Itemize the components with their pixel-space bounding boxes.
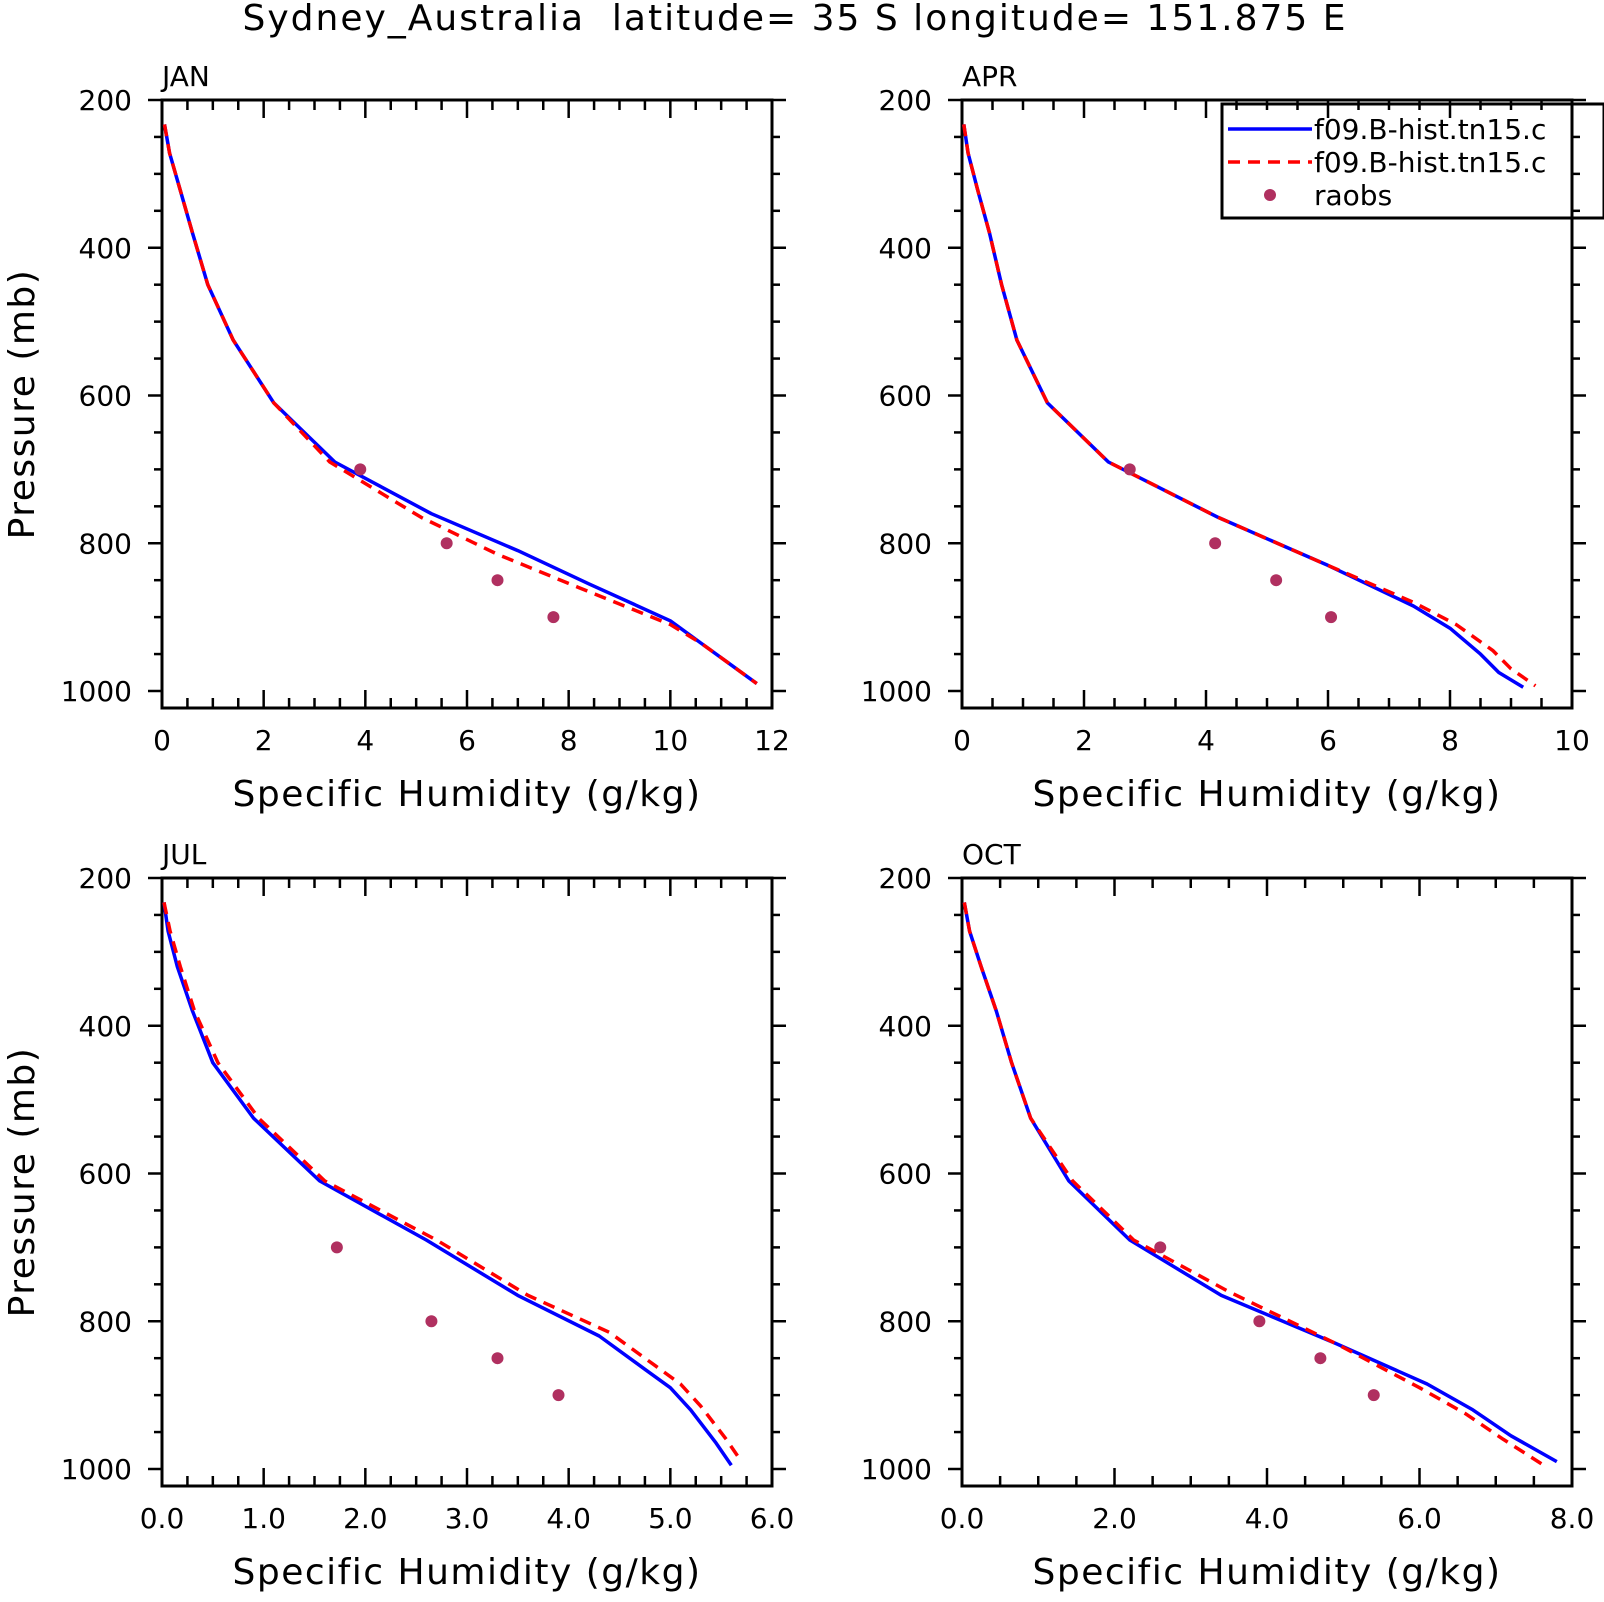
raobs-point xyxy=(1209,537,1222,550)
y-axis-label: Pressure (mb) xyxy=(2,269,43,540)
y-tick-label: 1000 xyxy=(61,1453,132,1486)
x-tick-label: 0.0 xyxy=(140,1502,185,1535)
raobs-point xyxy=(354,463,367,476)
panel-oct: OCT 0.0 2.0 4.0 6.0 8.0 200 400 600 800 1000 Specif… xyxy=(861,838,1595,1593)
raobs-point xyxy=(491,574,504,587)
panel-title: JUL xyxy=(160,838,207,871)
x-tick-label: 12 xyxy=(754,724,790,757)
y-tick-label: 600 xyxy=(79,1158,132,1191)
panel-title: APR xyxy=(962,60,1018,93)
panel-apr: APR 0 2 4 6 8 10 200 400 600 800 1000 Specific Humid… xyxy=(861,60,1590,815)
y-tick-label: 200 xyxy=(79,862,132,895)
x-tick-label: 0 xyxy=(153,724,171,757)
legend-label-model-2: f09.B-hist.tn15.c xyxy=(1314,146,1546,179)
x-tick-label: 10 xyxy=(653,724,689,757)
raobs-point xyxy=(330,1241,343,1254)
x-tick-label: 8 xyxy=(1441,724,1459,757)
panel-jul: JUL 0.0 1.0 2.0 3.0 4.0 5.0 6.0 200 400 600 800 1000… xyxy=(2,838,794,1593)
raobs-point xyxy=(1314,1352,1327,1365)
x-tick-label: 4.0 xyxy=(546,1502,591,1535)
legend-label-model-1: f09.B-hist.tn15.c xyxy=(1314,113,1546,146)
y-axis-label: Pressure (mb) xyxy=(2,1047,43,1318)
raobs-point xyxy=(1154,1241,1167,1254)
raobs-point xyxy=(1367,1389,1380,1402)
x-tick-label: 2.0 xyxy=(1092,1502,1137,1535)
x-tick-label: 1.0 xyxy=(241,1502,286,1535)
y-tick-label: 400 xyxy=(79,1010,132,1043)
x-tick-label: 10 xyxy=(1554,724,1590,757)
y-tick-label: 800 xyxy=(79,527,132,560)
x-tick-label: 2.0 xyxy=(343,1502,388,1535)
y-tick-label: 200 xyxy=(879,862,932,895)
x-tick-label: 6.0 xyxy=(750,1502,795,1535)
series-line-red-dashed xyxy=(962,124,1537,688)
x-axis-label: Specific Humidity (g/kg) xyxy=(1032,774,1501,815)
x-tick-label: 8.0 xyxy=(1550,1502,1595,1535)
y-tick-label: 1000 xyxy=(61,675,132,708)
x-tick-label: 4.0 xyxy=(1245,1502,1290,1535)
x-axis-label: Specific Humidity (g/kg) xyxy=(1032,1552,1501,1593)
legend-label-raobs: raobs xyxy=(1314,179,1392,212)
x-tick-label: 8 xyxy=(560,724,578,757)
y-tick-label: 400 xyxy=(879,1010,932,1043)
x-tick-label: 2 xyxy=(255,724,273,757)
raobs-point xyxy=(547,611,560,624)
raobs-point xyxy=(425,1315,438,1328)
x-tick-label: 6 xyxy=(458,724,476,757)
y-tick-label: 1000 xyxy=(861,1453,932,1486)
y-tick-label: 400 xyxy=(879,232,932,265)
series-line-red-dashed xyxy=(962,902,1543,1466)
y-tick-label: 400 xyxy=(79,232,132,265)
x-tick-label: 5.0 xyxy=(648,1502,693,1535)
x-axis-label: Specific Humidity (g/kg) xyxy=(232,1552,701,1593)
y-tick-label: 600 xyxy=(879,380,932,413)
x-tick-label: 3.0 xyxy=(445,1502,490,1535)
x-tick-label: 6.0 xyxy=(1397,1502,1442,1535)
x-tick-label: 2 xyxy=(1075,724,1093,757)
x-axis-label: Specific Humidity (g/kg) xyxy=(232,774,701,815)
x-tick-label: 4 xyxy=(1197,724,1215,757)
y-tick-label: 800 xyxy=(79,1305,132,1338)
panel-jan: JAN 0 2 4 6 8 10 12 200 400 600 800 1000 Specific Hum… xyxy=(2,60,790,815)
x-tick-label: 0.0 xyxy=(940,1502,985,1535)
y-tick-label: 1000 xyxy=(861,675,932,708)
legend-box xyxy=(1220,102,1604,220)
raobs-point xyxy=(491,1352,504,1365)
y-tick-label: 600 xyxy=(79,380,132,413)
series-line-red-dashed xyxy=(162,124,758,686)
raobs-point xyxy=(552,1389,565,1402)
y-tick-label: 600 xyxy=(879,1158,932,1191)
series-line-red-dashed xyxy=(162,902,743,1463)
raobs-point xyxy=(1123,463,1136,476)
panel-title: OCT xyxy=(962,838,1022,871)
x-tick-label: 6 xyxy=(1319,724,1337,757)
raobs-point xyxy=(440,537,453,550)
y-tick-label: 800 xyxy=(879,1305,932,1338)
series-line-blue-solid xyxy=(962,902,1558,1464)
y-tick-label: 800 xyxy=(879,527,932,560)
figure-title: Sydney_Australia latitude= 35 S longitud… xyxy=(243,0,1348,39)
series-line-blue-solid xyxy=(162,902,733,1467)
legend: f09.B-hist.tn15.c f09.B-hist.tn15.c raob… xyxy=(1220,102,1604,220)
y-tick-label: 200 xyxy=(79,84,132,117)
x-tick-label: 4 xyxy=(356,724,374,757)
raobs-point xyxy=(1325,611,1338,624)
x-tick-label: 0 xyxy=(953,724,971,757)
legend-swatch-marker xyxy=(1264,189,1276,201)
panels: JAN 0 2 4 6 8 10 12 200 400 600 800 1000 Specific Hum… xyxy=(2,60,1594,1593)
panel-title: JAN xyxy=(160,60,210,93)
y-tick-label: 200 xyxy=(879,84,932,117)
raobs-point xyxy=(1253,1315,1266,1328)
raobs-point xyxy=(1270,574,1283,587)
